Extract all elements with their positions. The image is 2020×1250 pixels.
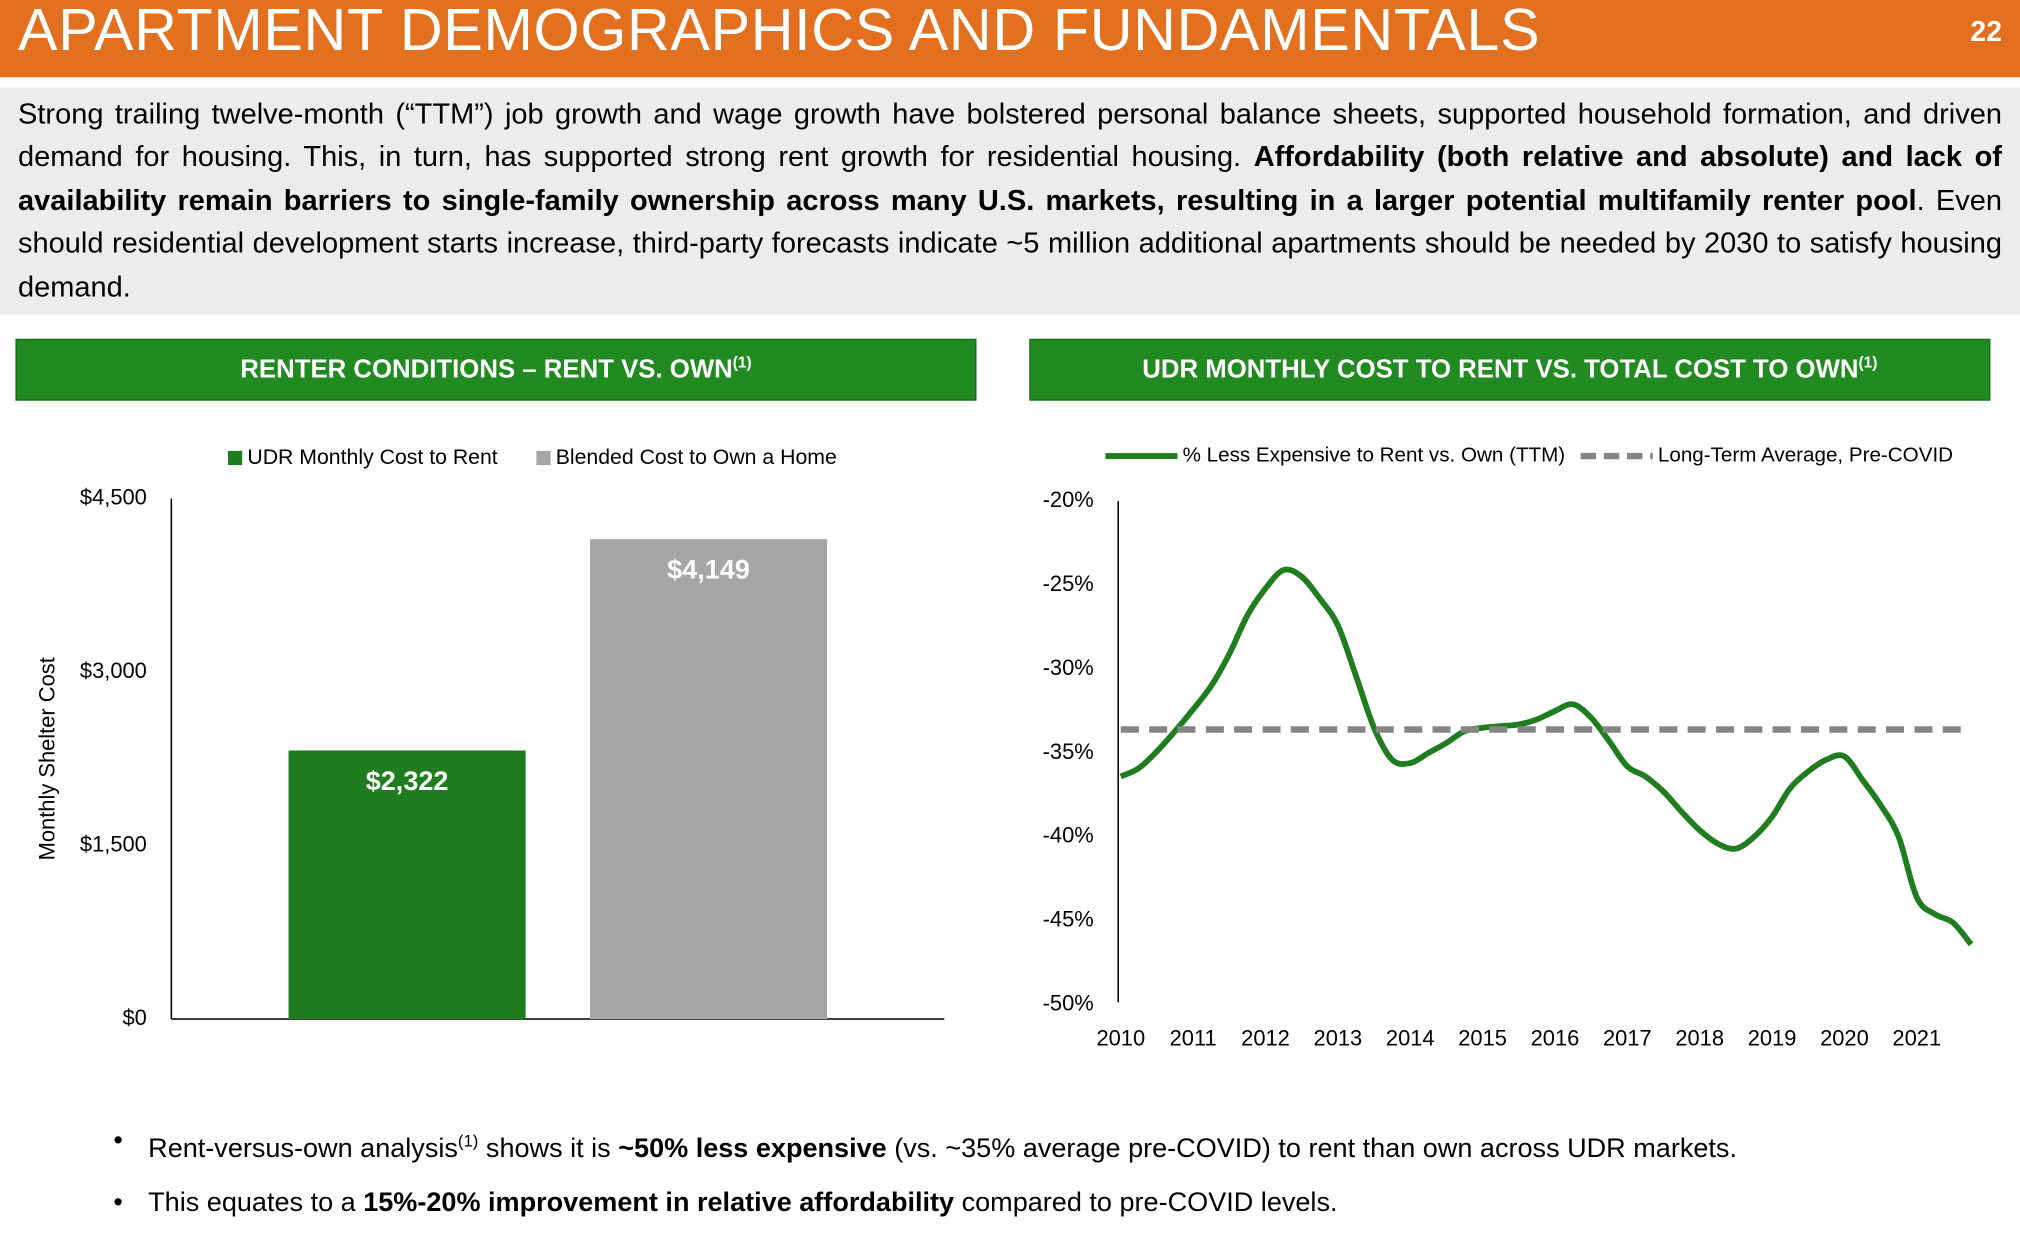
x-tick-label: 2020	[1820, 1025, 1869, 1050]
data-label: $4,149	[667, 555, 750, 585]
chart-header: UDR MONTHLY COST TO RENT VS. TOTAL COST …	[1029, 338, 1991, 401]
y-tick-label: -50%	[1043, 991, 1094, 1016]
chart-title: RENTER CONDITIONS – RENT VS. OWN	[240, 355, 733, 384]
text: This equates to a	[148, 1187, 364, 1218]
x-tick-label: 2021	[1892, 1025, 1941, 1050]
page-number: 22	[1970, 15, 2002, 48]
text: (vs. ~35% average pre-COVID) to rent tha…	[886, 1133, 1737, 1164]
y-tick-label: -30%	[1043, 655, 1094, 680]
y-tick-label: $3,000	[80, 658, 147, 683]
bullet-list: • Rent-versus-own analysis(1) shows it is…	[113, 1118, 1994, 1242]
text: Rent-versus-own analysis	[148, 1133, 458, 1164]
legend-label: Long-Term Average, Pre-COVID	[1658, 443, 1953, 466]
line-series	[1119, 566, 1974, 947]
bullet: • Rent-versus-own analysis(1) shows it is…	[113, 1118, 1994, 1180]
chart-header: RENTER CONDITIONS – RENT VS. OWN(1)	[15, 338, 977, 401]
x-tick-label: 2014	[1386, 1025, 1435, 1050]
x-tick-label: 2015	[1458, 1025, 1507, 1050]
bullet: • This equates to a 15%-20% improvement i…	[113, 1180, 1994, 1242]
legend-label: Blended Cost to Own a Home	[556, 445, 837, 469]
text: compared to pre-COVID levels.	[954, 1187, 1338, 1218]
x-tick-label: 2012	[1241, 1025, 1290, 1050]
bold-text: Affordability (both relative and absolut…	[18, 140, 2002, 217]
y-tick-label: -35%	[1043, 739, 1094, 764]
y-tick-label: -20%	[1043, 487, 1094, 512]
footnote-ref: (1)	[457, 1131, 479, 1151]
y-tick-label: -25%	[1043, 571, 1094, 596]
text: Strong trailing twelve-month (“TTM”) job…	[18, 97, 2002, 174]
x-tick-label: 2010	[1096, 1025, 1145, 1050]
y-tick-label: -40%	[1043, 823, 1094, 848]
x-tick-label: 2017	[1603, 1025, 1652, 1050]
legend-label: UDR Monthly Cost to Rent	[247, 445, 497, 469]
chart-title-note: (1)	[732, 353, 752, 372]
text: shows it is	[478, 1133, 619, 1164]
chart-title-note: (1)	[1858, 353, 1878, 372]
slide-title: APARTMENT DEMOGRAPHICS AND FUNDAMENTALS	[18, 0, 1541, 64]
y-axis-label: Monthly Shelter Cost	[35, 657, 60, 860]
y-tick-label: $0	[123, 1005, 147, 1030]
y-tick-label: $1,500	[80, 831, 147, 856]
y-tick-label: $4,500	[80, 484, 147, 509]
legend-swatch	[228, 450, 243, 466]
bar	[590, 539, 828, 1020]
data-label: $2,322	[366, 766, 449, 796]
x-tick-label: 2016	[1531, 1025, 1580, 1050]
bullet-dot: •	[113, 1125, 123, 1156]
y-tick-label: -45%	[1043, 907, 1094, 932]
header-bar: APARTMENT DEMOGRAPHICS AND FUNDAMENTALS …	[0, 0, 2020, 78]
legend-label: % Less Expensive to Rent vs. Own (TTM)	[1183, 443, 1566, 466]
bold-text: 15%-20% improvement in relative affordab…	[363, 1187, 955, 1218]
intro-text: Strong trailing twelve-month (“TTM”) job…	[0, 87, 2020, 315]
x-tick-label: 2019	[1748, 1025, 1797, 1050]
x-tick-label: 2018	[1675, 1025, 1724, 1050]
bold-text: ~50% less expensive	[618, 1133, 887, 1164]
x-tick-label: 2013	[1314, 1025, 1363, 1050]
x-tick-label: 2011	[1170, 1025, 1217, 1050]
legend-swatch	[536, 450, 551, 466]
chart-title: UDR MONTHLY COST TO RENT VS. TOTAL COST …	[1142, 355, 1859, 384]
bar	[288, 750, 526, 1020]
bullet-dot: •	[113, 1187, 123, 1218]
text: . Even should residential development st…	[18, 183, 2002, 303]
